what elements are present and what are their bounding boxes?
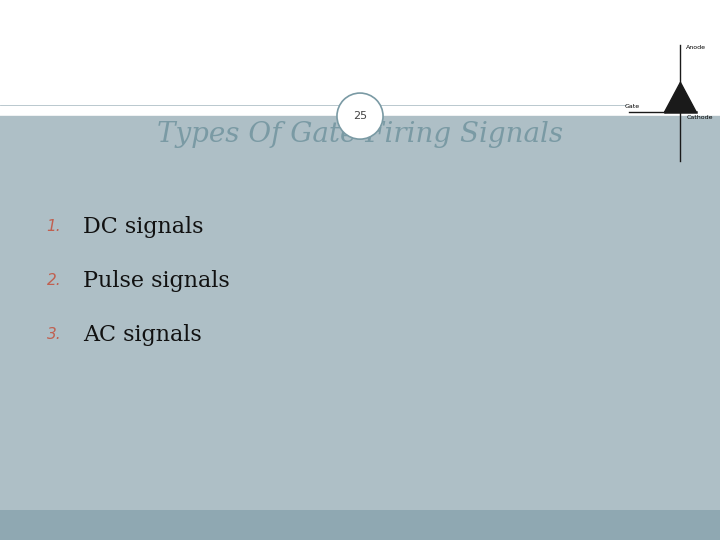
Text: 3.: 3.: [47, 327, 61, 342]
Bar: [0, 116, 720, 510]
Text: 2.: 2.: [47, 273, 61, 288]
Text: Types Of Gate Firing Signals: Types Of Gate Firing Signals: [157, 122, 563, 148]
Text: AC signals: AC signals: [83, 324, 202, 346]
Ellipse shape: [337, 93, 383, 139]
Text: DC signals: DC signals: [83, 216, 203, 238]
Text: Gate: Gate: [625, 104, 640, 109]
Text: Cathode: Cathode: [686, 115, 713, 120]
Text: Pulse signals: Pulse signals: [83, 270, 230, 292]
Text: 1.: 1.: [47, 219, 61, 234]
Text: Anode: Anode: [686, 45, 706, 50]
Polygon shape: [665, 82, 696, 112]
Bar: [0, 0, 720, 116]
Text: 25: 25: [353, 111, 367, 121]
Bar: [0, 510, 720, 540]
